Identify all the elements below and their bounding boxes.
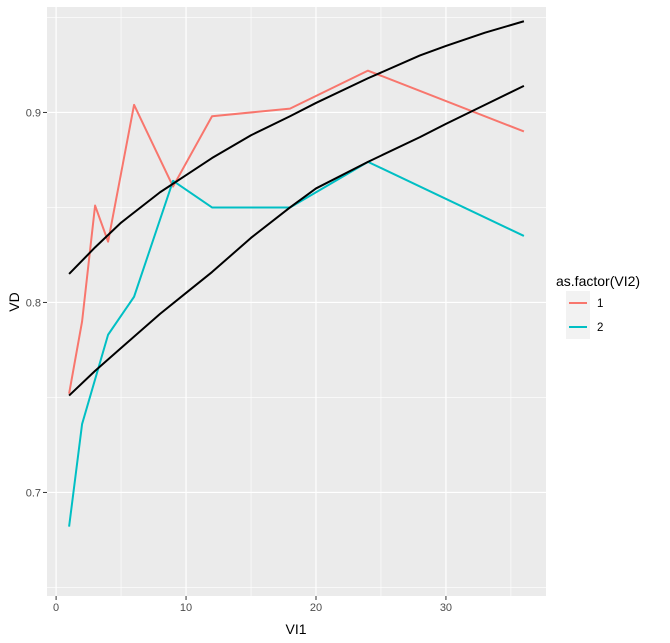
plot-panel <box>47 7 546 596</box>
x-tick-label: 30 <box>440 602 452 614</box>
x-tick-label: 10 <box>180 602 192 614</box>
y-tick-label: 0.8 <box>26 297 41 309</box>
series-line-1 <box>68 69 525 394</box>
y-axis-title: VD <box>6 292 22 311</box>
y-axis: 0.7 0.8 0.9 <box>26 107 47 499</box>
series-line-fit-2 <box>68 84 525 397</box>
legend: as.factor(VI2) 1 2 <box>556 273 640 339</box>
x-axis: 0 10 20 30 <box>53 596 452 614</box>
minor-gridlines <box>47 7 546 596</box>
series-layer <box>68 20 525 527</box>
legend-label-1: 1 <box>597 298 603 310</box>
y-tick-label: 0.9 <box>26 107 41 119</box>
legend-title: as.factor(VI2) <box>556 273 640 289</box>
x-tick-label: 0 <box>53 602 59 614</box>
x-axis-title: VI1 <box>285 621 306 637</box>
series-line-2 <box>68 160 525 527</box>
y-tick-label: 0.7 <box>26 487 41 499</box>
series-line-fit-1 <box>68 20 525 275</box>
legend-label-2: 2 <box>597 322 603 334</box>
x-tick-label: 20 <box>310 602 322 614</box>
